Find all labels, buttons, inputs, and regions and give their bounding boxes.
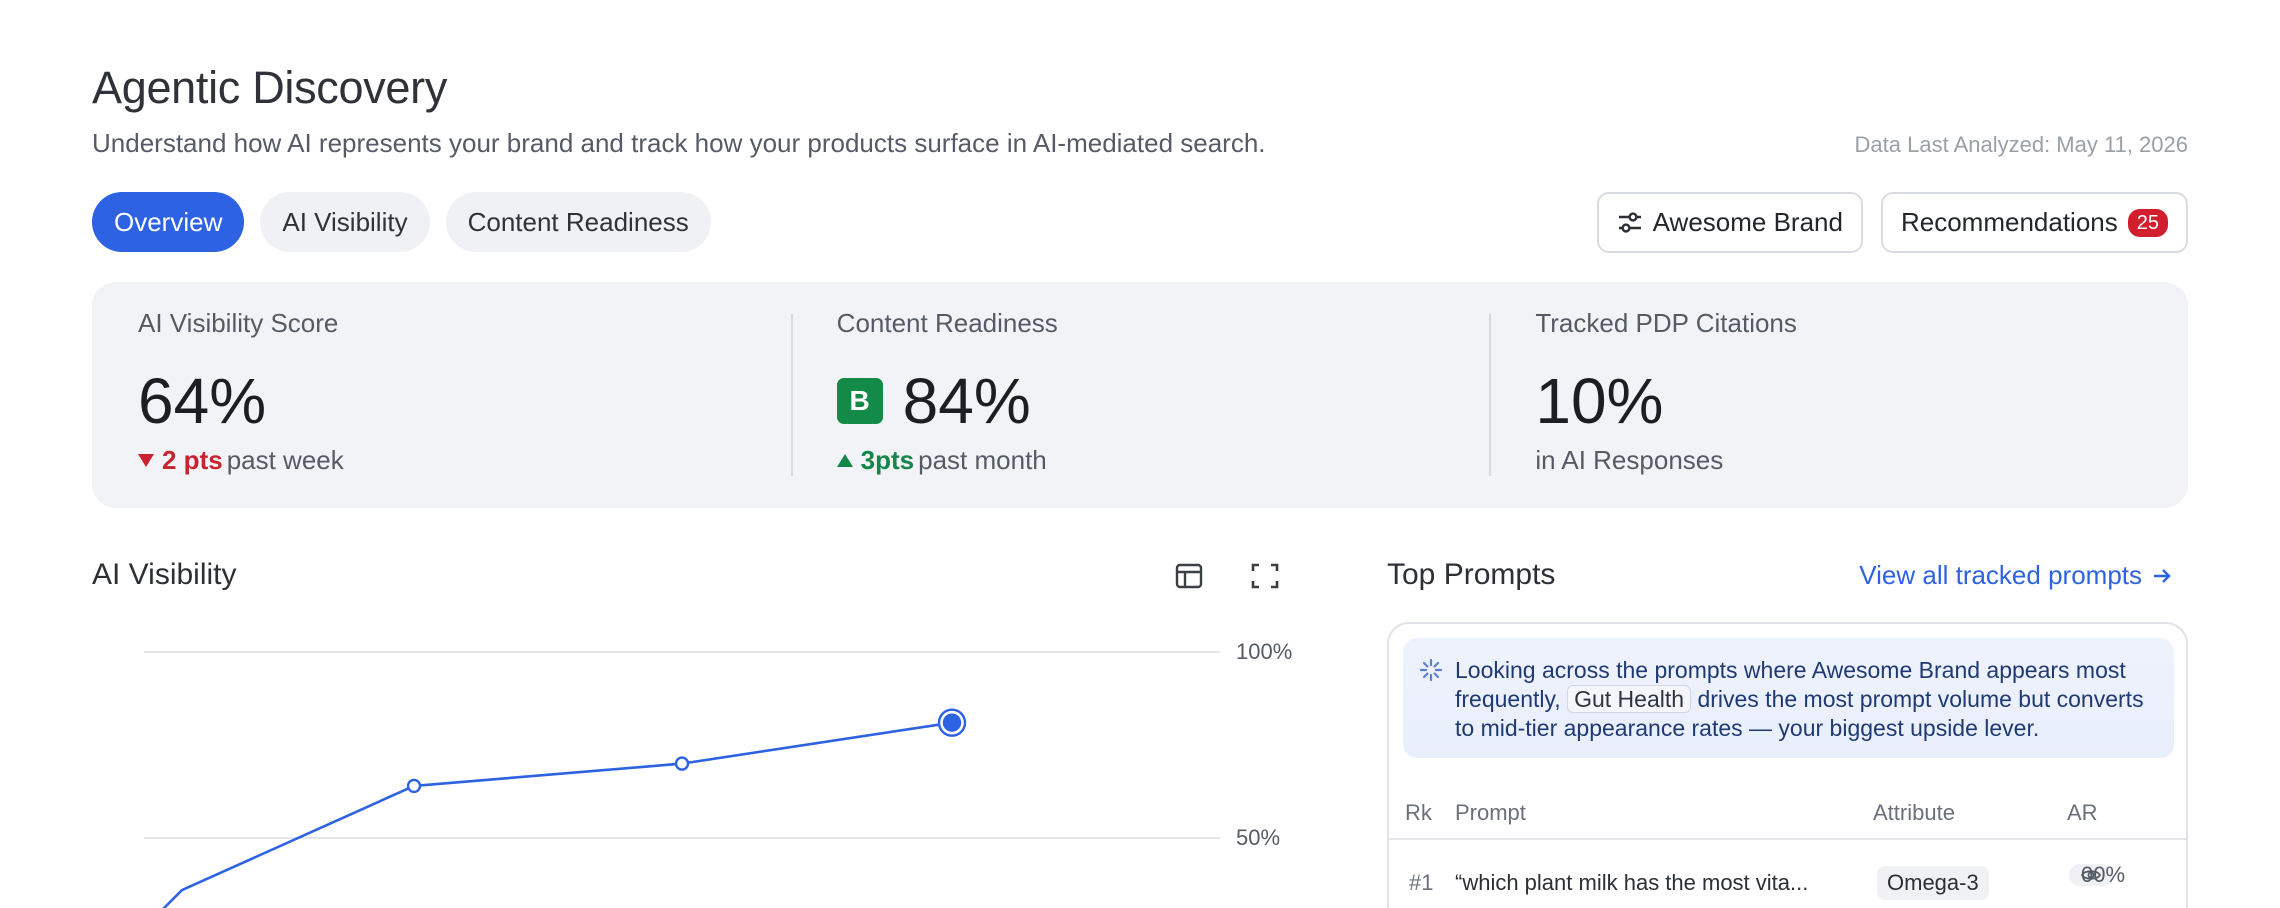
stats-panel: AI Visibility Score 64% 2 pts past week … bbox=[92, 282, 2188, 508]
column-header-attribute[interactable]: Attribute bbox=[1873, 800, 1955, 825]
stat-tracked-pdp-citations: Tracked PDP Citations 10% in AI Response… bbox=[1489, 282, 2188, 508]
stat-content-readiness: Content Readiness B 84% 3pts past month bbox=[790, 282, 1490, 508]
stat-period: past month bbox=[918, 445, 1047, 475]
tab-overview[interactable]: Overview bbox=[92, 192, 245, 252]
stat-delta-value: 3pts bbox=[860, 445, 915, 475]
stat-label: Tracked PDP Citations bbox=[1535, 308, 1797, 338]
header-actions: Awesome Brand Recommendations 25 bbox=[1596, 192, 2188, 253]
stat-label: AI Visibility Score bbox=[138, 308, 339, 338]
eye-icon bbox=[2081, 870, 2101, 880]
column-header-ar[interactable]: AR bbox=[2067, 800, 2098, 825]
stat-value: 10% bbox=[1535, 365, 1664, 437]
data-point[interactable] bbox=[942, 713, 962, 732]
view-all-prompts-link[interactable]: View all tracked prompts bbox=[1859, 560, 2172, 591]
triangle-down-icon bbox=[138, 454, 154, 467]
prompts-table-header: Rk Prompt Attribute AR bbox=[1389, 786, 2186, 840]
stat-value: 64% bbox=[138, 365, 267, 437]
stat-label: Content Readiness bbox=[836, 308, 1058, 338]
stat-period: past week bbox=[226, 445, 344, 475]
ai-visibility-chart: 100% 50% bbox=[144, 639, 1292, 908]
arrow-right-icon bbox=[2154, 568, 2171, 583]
data-point[interactable] bbox=[674, 756, 690, 771]
top-prompts-card: Looking across the prompts where Awesome… bbox=[1387, 622, 2188, 908]
table-icon[interactable] bbox=[1173, 560, 1205, 592]
series-line bbox=[162, 721, 953, 908]
top-prompts-title: Top Prompts bbox=[1387, 558, 1556, 591]
brand-filter-label: Awesome Brand bbox=[1652, 207, 1843, 237]
row-ar-chip: 00% bbox=[2069, 862, 2125, 887]
row-ar-value: 00% bbox=[2081, 862, 2126, 887]
table-row[interactable]: #1 “which plant milk has the most vita..… bbox=[1389, 860, 2186, 908]
stat-delta: 2 pts bbox=[138, 445, 223, 476]
tab-ai-visibility[interactable]: AI Visibility bbox=[260, 192, 430, 252]
column-header-rank[interactable]: Rk bbox=[1405, 800, 1432, 825]
stat-delta-value: 2 pts bbox=[162, 445, 223, 475]
expand-icon[interactable] bbox=[1249, 560, 1281, 592]
tab-bar: Overview AI Visibility Content Readiness bbox=[92, 192, 711, 252]
sliders-icon bbox=[1618, 211, 1641, 233]
insight-callout: Looking across the prompts where Awesome… bbox=[1403, 638, 2174, 758]
recommendations-button[interactable]: Recommendations 25 bbox=[1880, 192, 2188, 253]
stat-delta: 3pts bbox=[836, 445, 915, 476]
insight-text-end: drives the most prompt volume but conver… bbox=[1455, 686, 2144, 741]
stat-value: 84% bbox=[902, 365, 1031, 437]
insight-text-start: Looking across the prompts where Awesome… bbox=[1455, 657, 2126, 712]
stat-foot-text: in AI Responses bbox=[1535, 445, 1724, 475]
page-subtitle: Understand how AI represents your brand … bbox=[92, 128, 1266, 158]
insight-attribute-chip: Gut Health bbox=[1567, 685, 1692, 713]
tab-content-readiness[interactable]: Content Readiness bbox=[445, 192, 711, 252]
view-all-prompts-label: View all tracked prompts bbox=[1859, 560, 2142, 590]
row-rank: #1 bbox=[1409, 870, 1434, 895]
brand-filter-button[interactable]: Awesome Brand bbox=[1596, 192, 1863, 253]
y-tick-label: 100% bbox=[1236, 639, 1292, 664]
page-title: Agentic Discovery bbox=[92, 62, 448, 113]
column-header-prompt[interactable]: Prompt bbox=[1455, 800, 1526, 825]
recommendations-label: Recommendations bbox=[1900, 207, 2118, 237]
recommendations-count-badge: 25 bbox=[2127, 208, 2168, 237]
grade-badge: B bbox=[836, 378, 883, 424]
stat-ai-visibility-score: AI Visibility Score 64% 2 pts past week bbox=[92, 282, 791, 508]
row-prompt: “which plant milk has the most vita... bbox=[1455, 870, 1809, 895]
triangle-up-icon bbox=[836, 454, 853, 467]
y-tick-label: 50% bbox=[1236, 825, 1280, 850]
sparkle-icon bbox=[1419, 658, 1443, 682]
last-analyzed-text: Data Last Analyzed: May 11, 2026 bbox=[1854, 132, 2188, 157]
data-point[interactable] bbox=[406, 778, 422, 794]
ai-visibility-title: AI Visibility bbox=[92, 558, 237, 591]
row-attribute-chip: Omega-3 bbox=[1877, 866, 1989, 900]
